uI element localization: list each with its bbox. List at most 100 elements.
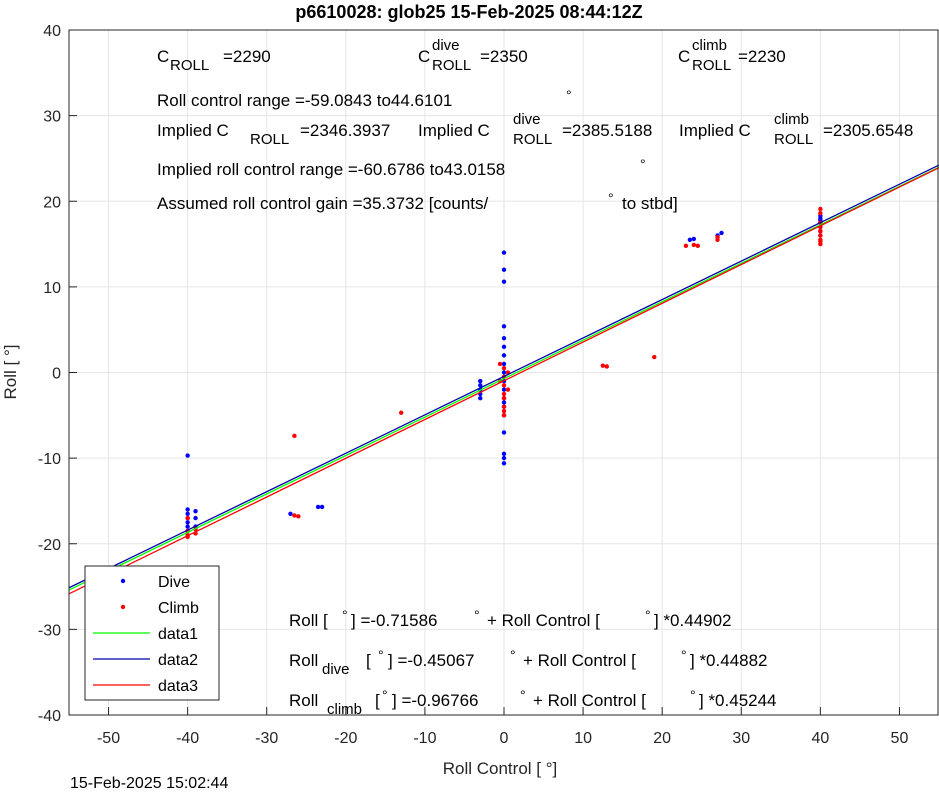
point — [501, 336, 507, 341]
annotation: =2230 — [738, 47, 786, 66]
annotation-sup: climb — [774, 111, 809, 128]
point — [315, 504, 321, 510]
y-tick-label: 20 — [43, 194, 61, 211]
point — [501, 391, 507, 397]
footer: 15-Feb-2025 15:02:44 — [70, 775, 228, 792]
point — [818, 206, 823, 212]
annotation: C — [678, 47, 690, 66]
annotation-degree: ° — [382, 687, 388, 703]
annotation-degree: ° — [520, 687, 526, 703]
y-tick-label: 30 — [43, 109, 61, 126]
point — [288, 511, 293, 516]
point — [691, 236, 697, 242]
point — [501, 395, 507, 401]
annotation: Roll [ — [289, 611, 328, 630]
annotation: Roll control range =-59.0843 to44.6101 — [157, 91, 452, 110]
x-tick-label: -50 — [97, 730, 120, 747]
annotation-sub: ROLL — [692, 57, 731, 74]
point — [193, 509, 198, 514]
annotation: ] *0.45244 — [699, 691, 777, 710]
point — [193, 515, 198, 521]
point — [185, 524, 190, 529]
legend-label: data2 — [158, 652, 198, 669]
annotation: + Roll Control [ — [533, 691, 646, 710]
y-tick-label: -10 — [38, 451, 61, 468]
point — [818, 211, 823, 216]
annotation-degree: ° — [378, 647, 384, 663]
annotation-degree: ° — [608, 190, 614, 206]
x-tick-label: 10 — [574, 730, 592, 747]
annotation-sub: ROLL — [250, 131, 289, 148]
annotation: ] *0.44882 — [690, 651, 768, 670]
annotation: + Roll Control [ — [523, 651, 636, 670]
point — [501, 404, 507, 409]
point — [505, 387, 511, 392]
annotation-sup: dive — [513, 111, 541, 128]
point — [501, 279, 507, 284]
annotation: =2305.6548 — [823, 121, 913, 140]
point — [687, 237, 693, 242]
annotation-degree: ° — [681, 647, 687, 663]
point — [719, 230, 724, 236]
annotation: + Roll Control [ — [487, 611, 600, 630]
point — [501, 455, 507, 461]
x-tick-label: 30 — [732, 730, 750, 747]
point — [501, 387, 507, 392]
legend-label: Dive — [158, 574, 190, 591]
annotation: =2290 — [223, 47, 271, 66]
chart-title: p6610028: glob25 15-Feb-2025 08:44:12Z — [295, 2, 642, 22]
point — [683, 243, 689, 248]
annotation: =2346.3937 — [300, 121, 390, 140]
annotation: Implied C — [157, 121, 229, 140]
point — [818, 233, 823, 238]
annotation: Implied C — [679, 121, 751, 140]
annotation: =2385.5188 — [562, 121, 652, 140]
annotation-degree: ° — [566, 87, 572, 103]
annotation-degree: ° — [474, 607, 480, 623]
point — [501, 250, 507, 255]
point — [185, 507, 190, 512]
point — [501, 451, 507, 457]
point — [185, 515, 190, 521]
point — [501, 400, 507, 405]
point — [818, 229, 823, 234]
x-tick-label: -10 — [413, 730, 436, 747]
point — [501, 370, 507, 375]
point — [501, 408, 507, 414]
annotation-sub: climb — [327, 701, 362, 718]
point — [501, 324, 507, 329]
annotation: C — [157, 47, 169, 66]
point — [604, 364, 610, 369]
x-axis-label: Roll Control [ °] — [443, 759, 558, 778]
x-tick-label: 0 — [500, 730, 509, 747]
y-tick-label: 0 — [52, 366, 61, 383]
annotation-sub: ROLL — [774, 131, 813, 148]
point — [185, 511, 190, 516]
legend-marker — [120, 578, 126, 584]
annotation-sub: dive — [322, 661, 350, 678]
annotation-sub: ROLL — [432, 57, 471, 74]
point — [818, 239, 823, 244]
point — [497, 361, 503, 367]
annotation-degree: ° — [645, 607, 651, 623]
point — [478, 383, 483, 388]
legend-label: Climb — [158, 600, 199, 617]
point — [185, 453, 190, 458]
point — [600, 363, 606, 368]
annotation: [ — [375, 691, 380, 710]
point — [501, 366, 507, 371]
annotation: ] =-0.45067 — [388, 651, 475, 670]
point — [185, 520, 190, 525]
axes-box — [68, 29, 939, 716]
point — [319, 504, 325, 510]
annotation: Assumed roll control gain =35.3732 [coun… — [157, 194, 489, 213]
annotation: =2350 — [480, 47, 528, 66]
annotation-sub: ROLL — [170, 57, 209, 74]
y-tick-label: -20 — [38, 537, 61, 554]
legend-marker — [120, 604, 126, 610]
point — [501, 353, 507, 358]
annotation: Implied roll control range =-60.6786 to4… — [157, 160, 505, 179]
point — [292, 513, 297, 518]
annotation: [ — [366, 651, 371, 670]
